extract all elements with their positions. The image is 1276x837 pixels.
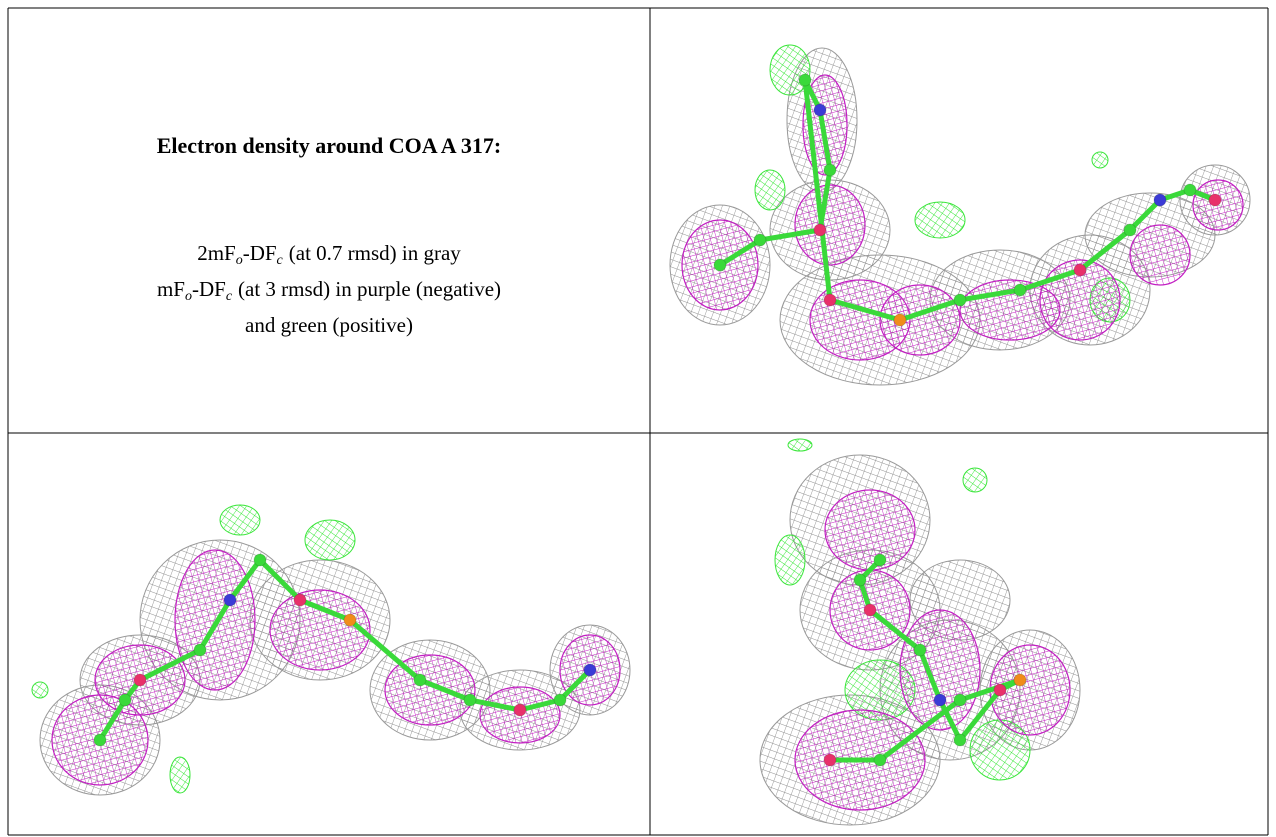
atom <box>1014 674 1026 686</box>
negative-mesh <box>795 185 865 265</box>
negative-mesh <box>385 655 475 725</box>
atom <box>344 614 356 626</box>
atom <box>954 694 966 706</box>
caption-subscript: o <box>236 253 243 268</box>
caption-text: -DF <box>192 277 226 301</box>
positive-mesh <box>775 535 805 585</box>
caption-line: 2mFo-DFc (at 0.7 rmsd) in gray <box>9 239 649 275</box>
negative-mesh <box>825 490 915 570</box>
negative-mesh <box>1130 225 1190 285</box>
positive-mesh <box>32 682 48 698</box>
atom <box>464 694 476 706</box>
atom <box>814 224 826 236</box>
atom <box>414 674 426 686</box>
atom <box>874 754 886 766</box>
negative-mesh <box>270 590 370 670</box>
caption-subscript: o <box>185 289 192 304</box>
caption-text: mF <box>157 277 185 301</box>
atom <box>954 734 966 746</box>
positive-mesh <box>915 202 965 238</box>
caption-text: and green (positive) <box>245 313 413 337</box>
atom <box>934 694 946 706</box>
caption-text: 2mF <box>197 241 236 265</box>
positive-mesh <box>220 505 260 535</box>
atom <box>864 604 876 616</box>
positive-mesh <box>305 520 355 560</box>
atom <box>954 294 966 306</box>
positive-mesh <box>963 468 987 492</box>
atom <box>1154 194 1166 206</box>
atom <box>914 644 926 656</box>
caption-cell: Electron density around COA A 317: 2mFo-… <box>9 9 649 432</box>
caption-line: and green (positive) <box>9 311 649 340</box>
atom <box>1014 284 1026 296</box>
caption-text: (at 3 rmsd) in purple (negative) <box>238 277 501 301</box>
atom <box>814 104 826 116</box>
atom <box>1209 194 1221 206</box>
atom <box>824 164 836 176</box>
caption-title: Electron density around COA A 317: <box>9 133 649 159</box>
caption-subscript: c <box>226 289 232 304</box>
caption-text: -DF <box>243 241 277 265</box>
negative-mesh <box>175 550 255 690</box>
page: Electron density around COA A 317: 2mFo-… <box>0 0 1276 837</box>
atom <box>554 694 566 706</box>
atom <box>1124 224 1136 236</box>
atom <box>854 574 866 586</box>
atom <box>1184 184 1196 196</box>
atom <box>874 554 886 566</box>
caption-subscript: c <box>277 253 283 268</box>
atom <box>824 294 836 306</box>
atom <box>294 594 306 606</box>
atom <box>894 314 906 326</box>
atom <box>134 674 146 686</box>
atom <box>224 594 236 606</box>
atom <box>824 754 836 766</box>
atom <box>799 74 811 86</box>
positive-mesh <box>755 170 785 210</box>
atom <box>1074 264 1086 276</box>
atom <box>194 644 206 656</box>
atom <box>514 704 526 716</box>
positive-mesh <box>170 757 190 793</box>
atom <box>94 734 106 746</box>
atom <box>584 664 596 676</box>
atom <box>754 234 766 246</box>
atom <box>714 259 726 271</box>
positive-mesh <box>788 439 812 451</box>
atom <box>994 684 1006 696</box>
atom <box>254 554 266 566</box>
caption-line: mFo-DFc (at 3 rmsd) in purple (negative) <box>9 275 649 311</box>
caption-text: (at 0.7 rmsd) in gray <box>289 241 461 265</box>
atom <box>119 694 131 706</box>
positive-mesh <box>1092 152 1108 168</box>
